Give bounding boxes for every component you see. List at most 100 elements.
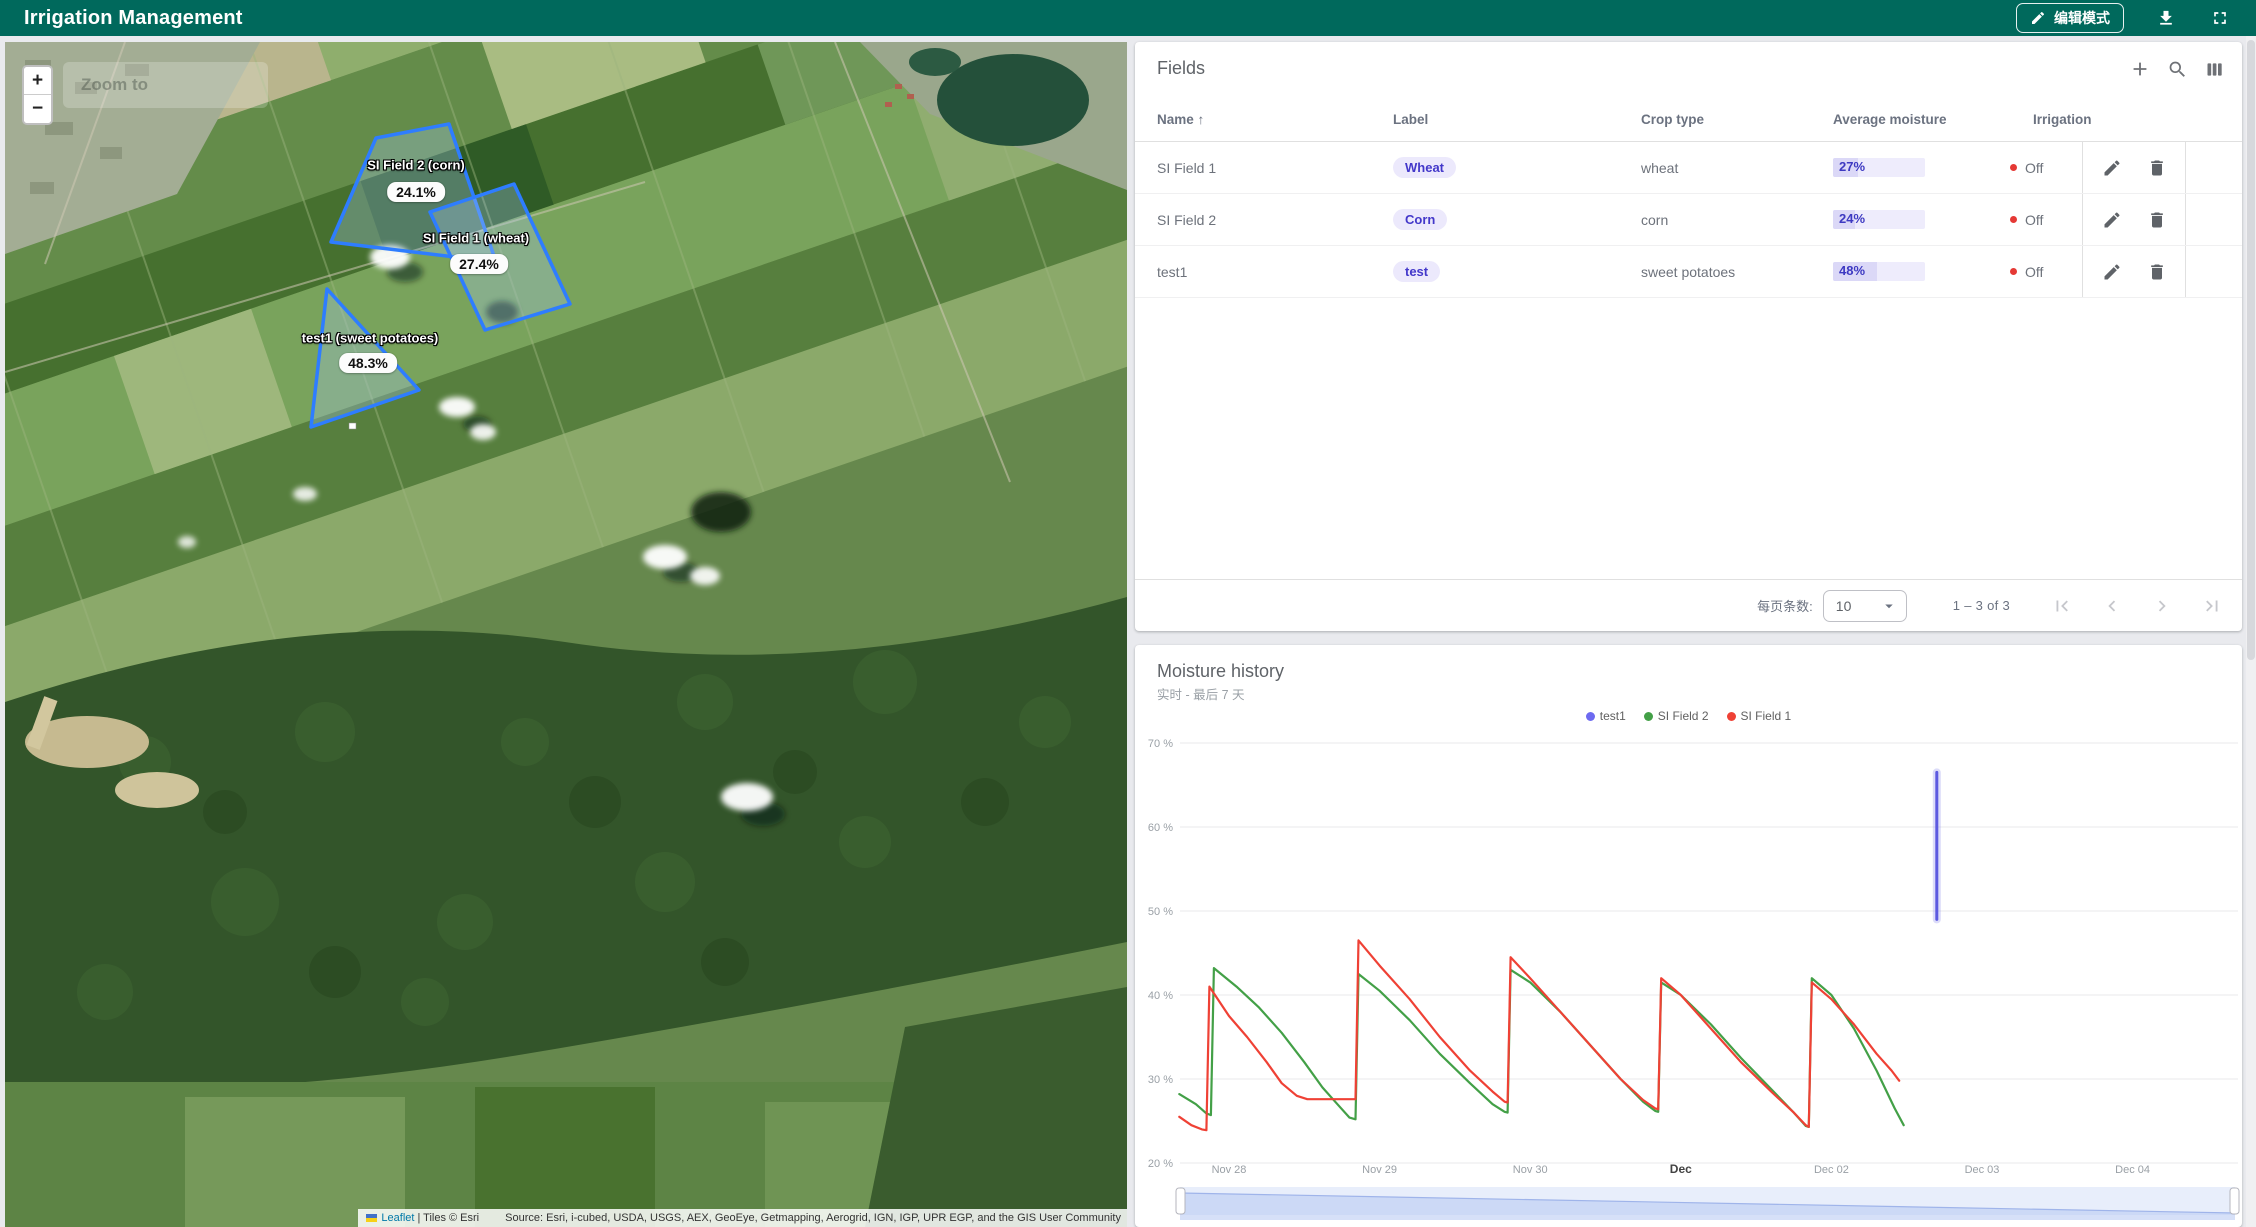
svg-text:40 %: 40 % <box>1148 990 1173 1002</box>
edit-field-button[interactable] <box>2100 156 2124 180</box>
previous-page-button[interactable] <box>2100 594 2124 618</box>
download-button[interactable] <box>2154 6 2178 30</box>
search-icon <box>2167 59 2188 80</box>
edit-mode-label: 编辑模式 <box>2054 8 2110 28</box>
chart-legend: test1 SI Field 2 SI Field 1 <box>1135 709 2242 723</box>
field-name: SI Field 1 <box>1135 160 1393 176</box>
legend-item-si-field-2[interactable]: SI Field 2 <box>1644 709 1709 723</box>
moisture-value: 24% <box>1839 211 1865 226</box>
first-page-button[interactable] <box>2050 594 2074 618</box>
app-title: Irrigation Management <box>24 7 243 30</box>
download-icon <box>2156 8 2176 28</box>
add-field-button[interactable] <box>2128 57 2152 81</box>
zoom-hint-label: Zoom to <box>81 75 148 95</box>
svg-text:Dec: Dec <box>1670 1162 1692 1176</box>
table-row[interactable]: SI Field 1 Wheat wheat 27% Off <box>1135 142 2242 194</box>
irrigation-off-dot <box>2010 216 2017 223</box>
column-header-label[interactable]: Label <box>1393 112 1641 127</box>
trash-icon <box>2147 262 2167 282</box>
map-field-label: SI Field 1 (wheat) <box>423 231 529 246</box>
svg-text:60 %: 60 % <box>1148 822 1173 834</box>
rows-per-page-label: 每页条数: <box>1757 596 1813 615</box>
svg-text:Dec 02: Dec 02 <box>1814 1164 1849 1176</box>
field-crop-type: corn <box>1641 212 1823 228</box>
fields-panel-tools <box>2128 57 2226 81</box>
pagination-nav <box>2050 594 2224 618</box>
navigator-right-handle[interactable] <box>2230 1188 2239 1214</box>
edit-field-button[interactable] <box>2100 208 2124 232</box>
search-button[interactable] <box>2165 57 2189 81</box>
edit-mode-button[interactable]: 编辑模式 <box>2016 3 2124 33</box>
legend-dot <box>1727 712 1736 721</box>
moisture-bar: 24% <box>1833 210 1925 229</box>
field-crop-type: wheat <box>1641 160 1823 176</box>
chevron-down-icon <box>1880 597 1898 615</box>
next-page-button[interactable] <box>2150 594 2174 618</box>
pencil-icon <box>2102 158 2122 178</box>
chevron-left-icon <box>2101 595 2123 617</box>
map-field-moisture-badge: 27.4% <box>450 254 508 274</box>
fields-panel-title: Fields <box>1135 42 2242 79</box>
columns-button[interactable] <box>2202 57 2226 81</box>
map-field-moisture-badge: 24.1% <box>387 182 445 202</box>
table-body: SI Field 1 Wheat wheat 27% Off SI Field … <box>1135 142 2242 298</box>
plus-icon <box>2129 58 2151 80</box>
legend-item-si-field-1[interactable]: SI Field 1 <box>1727 709 1792 723</box>
chart-subtitle: 实时 - 最后 7 天 <box>1135 682 2242 703</box>
satellite-terrain <box>5 42 1127 1227</box>
svg-text:Nov 28: Nov 28 <box>1212 1164 1247 1176</box>
scrollbar-thumb[interactable] <box>2247 40 2255 660</box>
moisture-history-chart[interactable]: 70 %60 %50 %40 %30 %20 %Nov 28Nov 29Nov … <box>1135 725 2242 1226</box>
pagination-bar: 每页条数: 10 1 – 3 of 3 <box>1135 579 2242 631</box>
leaflet-link[interactable]: Leaflet <box>381 1212 414 1224</box>
legend-dot <box>1586 712 1595 721</box>
map[interactable]: SI Field 2 (corn) 24.1% SI Field 1 (whea… <box>5 42 1127 1227</box>
irrigation-status: Off <box>2025 160 2043 176</box>
zoom-in-button[interactable]: + <box>24 67 51 95</box>
edit-field-button[interactable] <box>2100 260 2124 284</box>
field-label-pill: Corn <box>1393 209 1447 230</box>
zoom-hint-toast: Zoom to <box>63 62 268 108</box>
column-header-name[interactable]: Name ↑ <box>1135 112 1393 127</box>
fields-panel: Fields Name ↑ <box>1135 42 2242 631</box>
column-header-average-moisture[interactable]: Average moisture <box>1823 112 1998 127</box>
moisture-bar: 27% <box>1833 158 1925 177</box>
moisture-value: 27% <box>1839 159 1865 174</box>
irrigation-off-dot <box>2010 164 2017 171</box>
column-header-irrigation[interactable]: Irrigation <box>1998 112 2082 127</box>
zoom-out-button[interactable]: − <box>24 95 51 123</box>
tiles-credit: | Tiles © Esri <box>417 1212 479 1224</box>
svg-text:50 %: 50 % <box>1148 906 1173 918</box>
svg-text:Nov 29: Nov 29 <box>1362 1164 1397 1176</box>
fullscreen-button[interactable] <box>2208 6 2232 30</box>
columns-icon <box>2204 59 2225 80</box>
chart-title: Moisture history <box>1135 645 2242 682</box>
column-header-crop-type[interactable]: Crop type <box>1641 112 1823 127</box>
svg-text:Dec 04: Dec 04 <box>2115 1164 2150 1176</box>
chart-range-navigator[interactable] <box>1176 1187 2239 1220</box>
delete-field-button[interactable] <box>2145 208 2169 232</box>
last-page-button[interactable] <box>2200 594 2224 618</box>
moisture-history-panel: Moisture history 实时 - 最后 7 天 test1 SI Fi… <box>1135 645 2242 1227</box>
svg-text:Dec 03: Dec 03 <box>1965 1164 2000 1176</box>
ukraine-flag-icon <box>366 1214 377 1222</box>
legend-dot <box>1644 712 1653 721</box>
rows-per-page-select[interactable]: 10 <box>1823 590 1907 622</box>
navigator-left-handle[interactable] <box>1176 1188 1185 1214</box>
table-row[interactable]: SI Field 2 Corn corn 24% Off <box>1135 194 2242 246</box>
field-crop-type: sweet potatoes <box>1641 264 1823 280</box>
source-credit: Source: Esri, i-cubed, USDA, USGS, AEX, … <box>505 1212 1121 1224</box>
page-scrollbar[interactable] <box>2246 36 2256 1227</box>
table-row[interactable]: test1 test sweet potatoes 48% Off <box>1135 246 2242 298</box>
delete-field-button[interactable] <box>2145 260 2169 284</box>
field-name: SI Field 2 <box>1135 212 1393 228</box>
map-zoom-control: + − <box>22 65 53 125</box>
moisture-bar: 48% <box>1833 262 1925 281</box>
legend-item-test1[interactable]: test1 <box>1586 709 1626 723</box>
pencil-icon <box>2102 262 2122 282</box>
map-field-label: SI Field 2 (corn) <box>367 158 465 173</box>
table-header-row: Name ↑ Label Crop type Average moisture … <box>1135 98 2242 142</box>
trash-icon <box>2147 158 2167 178</box>
delete-field-button[interactable] <box>2145 156 2169 180</box>
sort-ascending-icon[interactable]: ↑ <box>1198 112 1205 127</box>
